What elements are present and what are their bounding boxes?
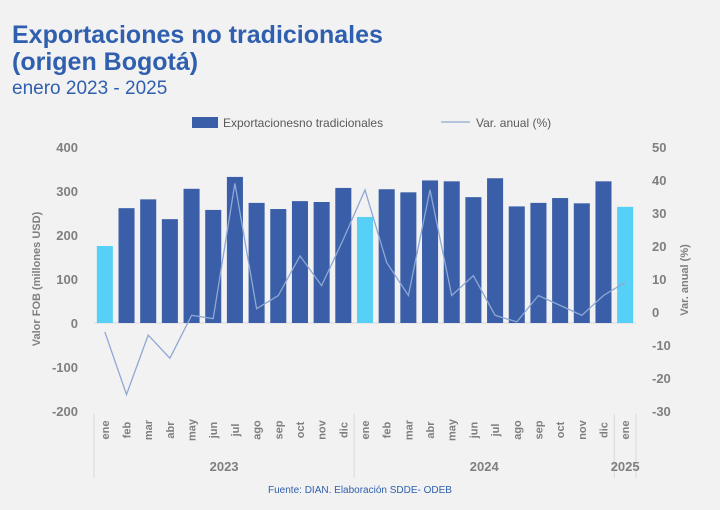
year-label: 2024: [470, 459, 500, 474]
x-tick-label: may: [187, 418, 199, 441]
x-tick-label: ago: [512, 420, 524, 440]
bar: [96, 246, 113, 323]
x-tick-label: oct: [295, 421, 307, 438]
y2-tick-label: 0: [652, 305, 659, 320]
bar: [140, 199, 157, 323]
y2-tick-label: 50: [652, 140, 666, 155]
x-tick-label: ene: [620, 421, 632, 440]
y2-tick-label: 40: [652, 173, 666, 188]
bar: [617, 206, 634, 323]
bar: [508, 206, 525, 323]
x-tick-label: mar: [403, 419, 415, 440]
x-tick-label: dic: [598, 422, 610, 438]
x-tick-label: jun: [468, 421, 480, 439]
x-tick-label: oct: [555, 421, 567, 438]
y-tick-label: -100: [52, 360, 78, 375]
y2-tick-label: -30: [652, 404, 671, 419]
y2-tick-label: 20: [652, 239, 666, 254]
legend-bar-swatch: [192, 117, 218, 128]
bar: [226, 176, 243, 323]
bar: [205, 209, 222, 323]
x-tick-label: jul: [230, 424, 242, 438]
y-tick-label: 400: [56, 140, 78, 155]
bar: [487, 178, 504, 323]
bar: [313, 202, 330, 323]
y-axis-title: Valor FOB (millones USD): [31, 211, 43, 346]
y-tick-label: 300: [56, 184, 78, 199]
bar: [270, 209, 287, 323]
bar: [118, 208, 135, 323]
bar: [422, 180, 439, 323]
title-line-2: (origen Bogotá): [12, 48, 199, 76]
legend-line-label: Var. anual (%): [476, 116, 551, 130]
bar: [335, 187, 352, 323]
x-tick-label: feb: [382, 421, 394, 438]
bar: [183, 188, 200, 323]
x-tick-label: abr: [165, 421, 177, 439]
x-tick-label: ene: [360, 421, 372, 440]
variation-line: [104, 183, 626, 397]
x-tick-label: may: [447, 418, 459, 441]
legend-bar-label: Exportacionesno tradicionales: [223, 116, 383, 130]
bar: [573, 203, 590, 323]
y-tick-label: 0: [71, 316, 78, 331]
bar: [400, 192, 417, 323]
bar: [291, 201, 308, 323]
page-subtitle: enero 2023 - 2025: [12, 78, 168, 99]
y-tick-label: 200: [56, 228, 78, 243]
y2-tick-label: 30: [652, 206, 666, 221]
y-tick-label: -200: [52, 404, 78, 419]
source-note: Fuente: DIAN. Elaboración SDDE- ODEB: [268, 485, 452, 496]
x-tick-label: nov: [577, 419, 589, 439]
x-tick-label: ene: [100, 421, 112, 440]
bar: [378, 189, 395, 323]
bar: [161, 219, 178, 323]
x-tick-label: jul: [490, 424, 502, 438]
page-title: Exportaciones no tradicionales (origen B…: [12, 22, 532, 76]
x-tick-label: abr: [425, 421, 437, 439]
y2-tick-label: -20: [652, 371, 671, 386]
bar: [465, 197, 482, 323]
y2-axis-title: Var. anual (%): [679, 244, 691, 316]
x-tick-label: dic: [338, 422, 350, 438]
x-tick-label: ago: [252, 420, 264, 440]
x-tick-label: jun: [208, 421, 220, 439]
x-tick-label: nov: [317, 419, 329, 439]
bar: [356, 216, 374, 323]
year-label: 2025: [611, 459, 640, 474]
year-label: 2023: [210, 459, 239, 474]
y2-tick-label: -10: [652, 338, 671, 353]
bar: [595, 181, 612, 323]
x-tick-label: sep: [273, 420, 285, 439]
title-line-1: Exportaciones no tradicionales: [12, 21, 383, 49]
x-tick-label: sep: [533, 420, 545, 439]
y-tick-label: 100: [56, 272, 78, 287]
bar: [443, 181, 460, 323]
x-tick-label: mar: [143, 419, 155, 440]
y2-tick-label: 10: [652, 272, 666, 287]
x-tick-label: feb: [122, 421, 134, 438]
bar: [530, 202, 547, 323]
bar: [248, 202, 265, 323]
bar: [552, 198, 569, 323]
